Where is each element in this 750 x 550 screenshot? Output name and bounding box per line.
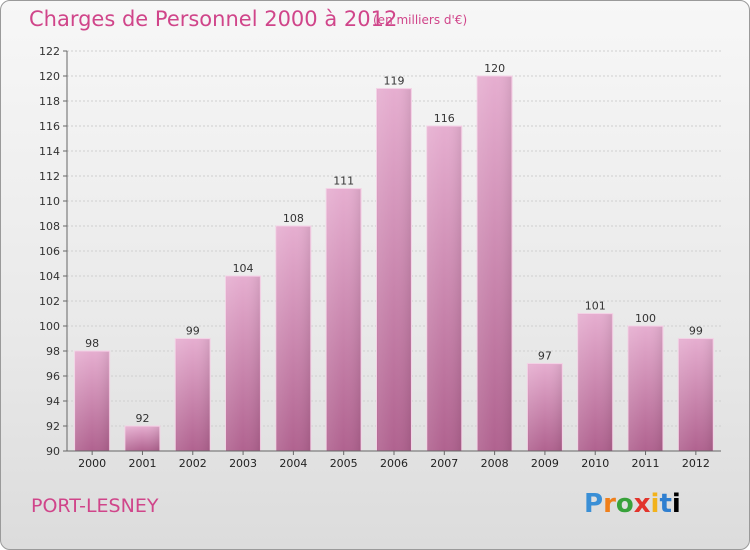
- x-tick-label: 2007: [430, 457, 458, 470]
- proxiti-logo[interactable]: Proxiti: [584, 489, 681, 519]
- y-tick-label: 108: [39, 220, 60, 233]
- data-label: 99: [186, 325, 200, 338]
- x-tick-label: 2011: [632, 457, 660, 470]
- y-tick-label: 98: [46, 345, 60, 358]
- x-tick-label: 2002: [179, 457, 207, 470]
- y-tick-label: 116: [39, 120, 60, 133]
- data-label: 101: [585, 300, 606, 313]
- data-label: 119: [384, 75, 405, 88]
- bar-sheen: [377, 89, 411, 451]
- logo-letter: i: [650, 489, 660, 519]
- data-label: 92: [135, 412, 149, 425]
- data-label: 104: [233, 262, 254, 275]
- place-name: PORT-LESNEY: [31, 495, 159, 517]
- bar-sheen: [75, 352, 109, 451]
- x-tick-label: 2009: [531, 457, 559, 470]
- logo-letter: P: [584, 489, 604, 519]
- logo-letter: t: [659, 489, 672, 519]
- chart-subtitle: (en milliers d'€): [373, 13, 468, 27]
- bar-sheen: [629, 327, 663, 451]
- y-tick-label: 110: [39, 195, 60, 208]
- logo-letter: i: [671, 489, 681, 519]
- bar-sheen: [125, 427, 159, 451]
- data-label: 100: [635, 312, 656, 325]
- bar-sheen: [427, 127, 461, 451]
- logo-letter: r: [603, 489, 616, 519]
- bar-sheen: [327, 189, 361, 451]
- data-label: 120: [484, 62, 505, 75]
- x-tick-label: 2006: [380, 457, 408, 470]
- logo-letter: x: [633, 489, 651, 519]
- data-label: 99: [689, 325, 703, 338]
- x-tick-label: 2001: [128, 457, 156, 470]
- y-tick-label: 102: [39, 295, 60, 308]
- y-tick-label: 90: [46, 445, 60, 458]
- y-tick-label: 122: [39, 45, 60, 58]
- y-tick-label: 114: [39, 145, 60, 158]
- x-tick-label: 2003: [229, 457, 257, 470]
- chart-title: Charges de Personnel 2000 à 2012: [29, 7, 398, 31]
- y-tick-label: 118: [39, 95, 60, 108]
- bar-sheen: [226, 277, 260, 451]
- bar-sheen: [679, 339, 713, 451]
- y-tick-label: 104: [39, 270, 60, 283]
- bar-sheen: [578, 314, 612, 451]
- bar-sheen: [478, 77, 512, 451]
- x-tick-label: 2005: [330, 457, 358, 470]
- logo-letter: o: [615, 489, 634, 519]
- y-tick-label: 106: [39, 245, 60, 258]
- data-label: 116: [434, 112, 455, 125]
- x-tick-label: 2004: [279, 457, 307, 470]
- data-label: 108: [283, 212, 304, 225]
- y-tick-label: 96: [46, 370, 60, 383]
- y-tick-label: 92: [46, 420, 60, 433]
- x-tick-label: 2010: [581, 457, 609, 470]
- bar-sheen: [176, 339, 210, 451]
- x-tick-label: 2008: [481, 457, 509, 470]
- y-tick-label: 94: [46, 395, 60, 408]
- x-tick-label: 2012: [682, 457, 710, 470]
- x-tick-label: 2000: [78, 457, 106, 470]
- y-axis: 90 92 94 96 98 100 102 104 106 108 110 112 114 116 118…: [39, 45, 68, 458]
- data-label: 97: [538, 350, 552, 363]
- y-tick-label: 100: [39, 320, 60, 333]
- bars: 98 92 99 104 108 111 119 116 120 97 101 100 99: [74, 62, 714, 452]
- bar-sheen: [528, 364, 562, 451]
- bar-sheen: [276, 227, 310, 451]
- data-label: 111: [333, 175, 354, 188]
- x-axis: 2000 2001 2002 2003 2004 2005 2006 2007 2008 2009…: [67, 450, 721, 470]
- data-label: 98: [85, 337, 99, 350]
- y-tick-label: 120: [39, 70, 60, 83]
- y-tick-label: 112: [39, 170, 60, 183]
